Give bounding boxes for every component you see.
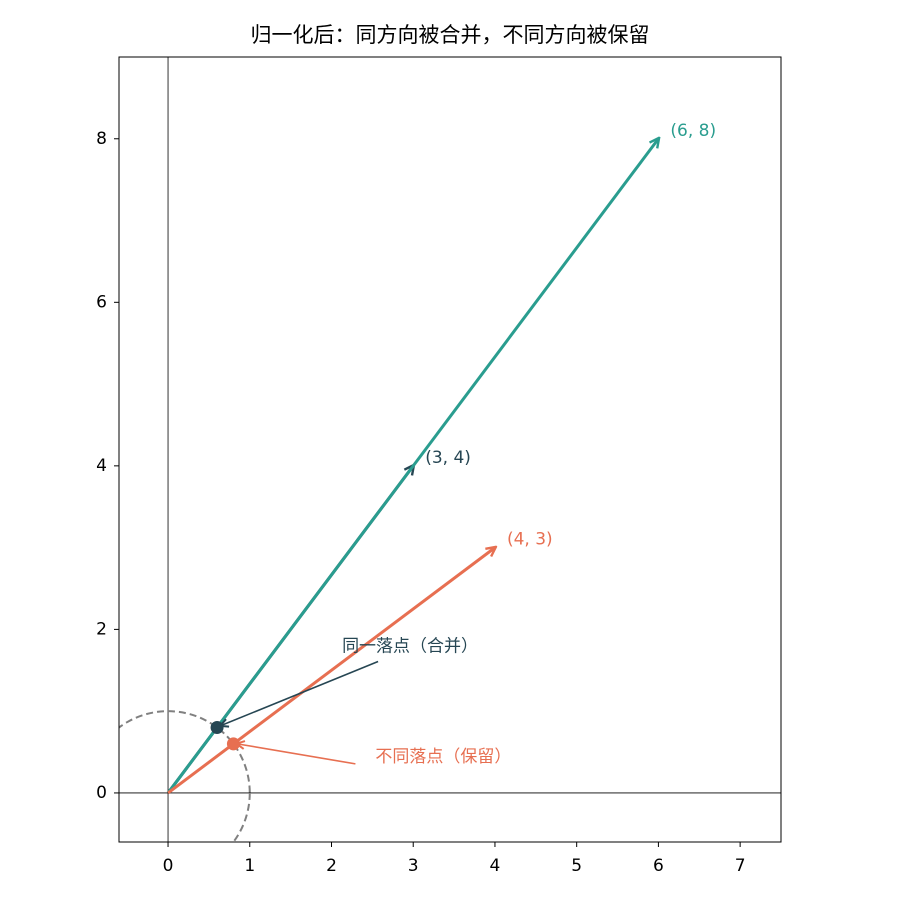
- point: [210, 721, 224, 735]
- x-tick-label: 3: [408, 856, 419, 876]
- y-tick-label: 0: [96, 783, 107, 803]
- x-tick-label: 7: [735, 856, 746, 876]
- point: [226, 737, 240, 751]
- annotation-arrow: [221, 660, 379, 726]
- y-tick-label: 6: [96, 292, 107, 312]
- y-tick-label: 2: [96, 619, 107, 639]
- vector-label: (3, 4): [425, 448, 471, 468]
- x-tick-label: 2: [326, 856, 337, 876]
- annotation-arrow: [237, 744, 356, 765]
- vector: [166, 139, 658, 794]
- x-tick-label: 0: [163, 856, 174, 876]
- plot-frame: [118, 56, 782, 843]
- x-tick-label: 6: [653, 856, 664, 876]
- annotation: 同一落点（合并）: [342, 637, 478, 657]
- chart-title: 归一化后：同方向被合并，不同方向被保留: [251, 23, 650, 47]
- annotation: 不同落点（保留）: [375, 747, 511, 767]
- y-tick-label: 4: [96, 456, 107, 476]
- y-tick-label: 8: [96, 129, 107, 149]
- vector-label: (4, 3): [507, 530, 553, 550]
- vector: [167, 548, 495, 795]
- vector-label: (6, 8): [670, 121, 716, 141]
- x-tick-label: 1: [244, 856, 255, 876]
- unit-circle: [119, 710, 251, 842]
- x-tick-label: 5: [571, 856, 582, 876]
- x-tick-label: 4: [490, 856, 501, 876]
